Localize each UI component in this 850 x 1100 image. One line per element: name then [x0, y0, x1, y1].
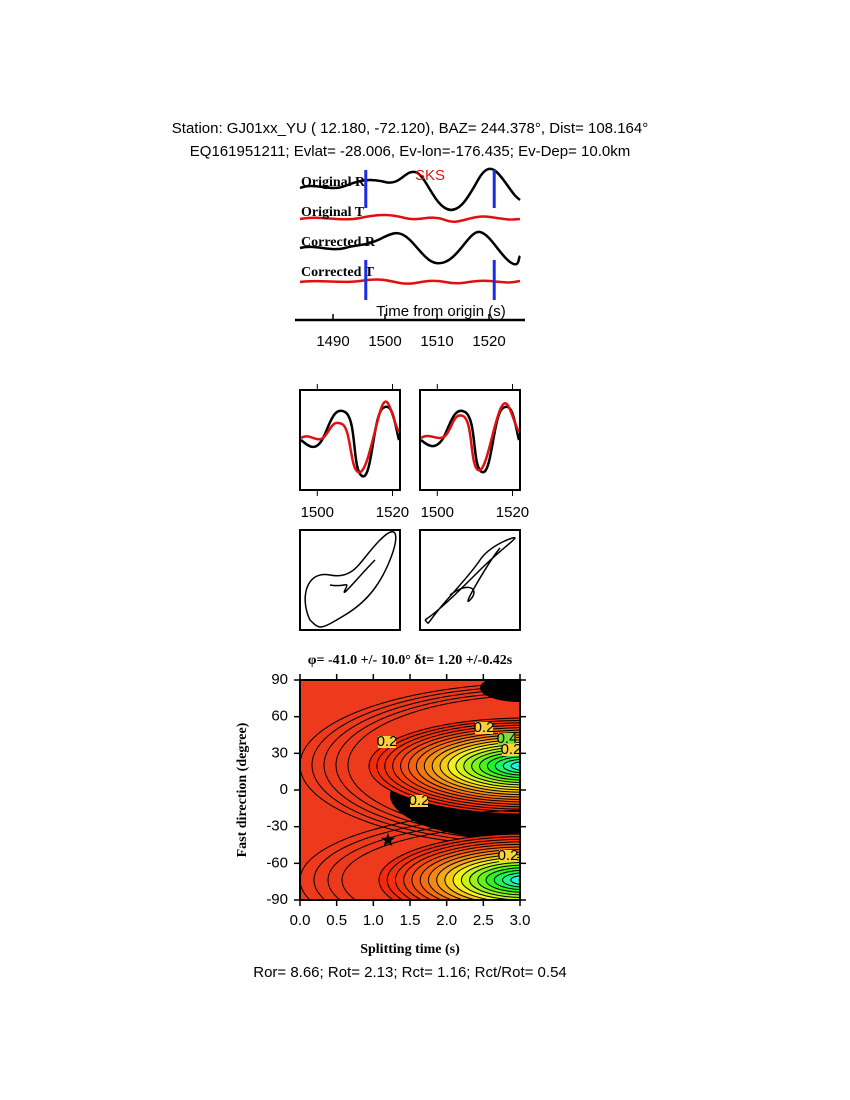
y-tick-label: -90	[266, 891, 288, 908]
x-tick-label: 1500	[301, 504, 334, 521]
footer-stats: Ror= 8.66; Rot= 2.13; Rct= 1.16; Rct/Rot…	[253, 964, 567, 981]
x-tick-label: 3.0	[510, 912, 531, 929]
particle-motion	[304, 531, 397, 628]
station-header: Station: GJ01xx_YU ( 12.180, -72.120), B…	[172, 120, 648, 137]
x-tick-label: 1520	[496, 504, 529, 521]
original-r-trace	[299, 167, 521, 212]
waveform-corrected-shifted	[420, 402, 521, 472]
x-tick-label: 2.0	[436, 912, 457, 929]
particle-motion-panel	[299, 529, 401, 631]
contour	[502, 872, 520, 888]
contour	[510, 761, 520, 771]
contour-label: 0.2	[501, 741, 522, 758]
x-tick-label: 0.5	[326, 912, 347, 929]
x-tick-label: 1520	[472, 333, 505, 350]
waveform-panel	[419, 389, 521, 491]
x-tick-label: 1520	[376, 504, 409, 521]
contour	[502, 758, 520, 774]
contour-label-box	[499, 850, 517, 862]
contour	[335, 691, 520, 839]
contour-label-box	[410, 795, 428, 807]
contour	[313, 814, 520, 900]
y-tick-label: 60	[271, 708, 288, 725]
contour	[347, 694, 520, 836]
waveform-original-shifted	[300, 400, 401, 474]
trace-label: Original T	[301, 205, 365, 220]
waveform-panel	[299, 389, 401, 491]
contour-label: 0.2	[474, 719, 495, 736]
contour	[327, 819, 520, 900]
contour	[510, 875, 520, 885]
contour-label: 0.4	[497, 730, 518, 747]
traces: Original R Original T Corrected R Correc…	[295, 167, 525, 322]
x-tick-label: 1500	[421, 504, 454, 521]
x-tick-label: 0.0	[290, 912, 311, 929]
x-tick-label: 1.0	[363, 912, 384, 929]
contour-label: 0.2	[409, 792, 430, 809]
corrected-r-trace	[299, 230, 522, 266]
trace-label: Corrected R	[301, 235, 376, 250]
contour-label-box	[378, 736, 396, 748]
grid-search-map: 0.20.20.20.20.40.2	[300, 680, 522, 900]
contour	[323, 688, 520, 842]
particle-motion-panel	[419, 529, 521, 631]
y-axis-title: Fast direction (degree)	[235, 722, 250, 857]
best-solution-star	[380, 832, 396, 847]
grid-search-title: φ= -41.0 +/- 10.0° δt= 1.20 +/-0.42s	[308, 653, 513, 668]
contour-label: 0.2	[498, 847, 519, 864]
y-tick-label: 30	[271, 744, 288, 761]
y-tick-label: -30	[266, 818, 288, 835]
y-tick-label: 90	[271, 671, 288, 688]
phase-label: SKS	[415, 167, 445, 184]
x-tick-label: 1490	[316, 333, 349, 350]
contour-label-box	[475, 722, 493, 734]
dense-contours	[480, 680, 520, 702]
trace-label: Original R	[301, 175, 366, 190]
x-tick-label: 1.5	[400, 912, 421, 929]
event-header: EQ161951211; Evlat= -28.006, Ev-lon=-176…	[190, 143, 630, 160]
original-t-trace	[299, 213, 521, 223]
contour-label-box	[502, 744, 520, 756]
particle-motion	[424, 537, 516, 624]
x-tick-label: 2.5	[473, 912, 494, 929]
y-tick-label: -60	[266, 854, 288, 871]
contour-label: 0.2	[377, 733, 398, 750]
contour-label-box	[498, 733, 516, 745]
trace-label: Corrected T	[301, 265, 375, 280]
contour	[311, 685, 520, 845]
x-tick-label: 1500	[368, 333, 401, 350]
waveform-original	[300, 405, 401, 478]
waveform-corrected	[420, 405, 521, 474]
contour	[341, 824, 520, 900]
y-tick-label: 0	[280, 781, 288, 798]
x-axis-title: Splitting time (s)	[360, 942, 460, 957]
time-axis-title: Time from origin (s)	[376, 303, 505, 320]
x-tick-label: 1510	[420, 333, 453, 350]
